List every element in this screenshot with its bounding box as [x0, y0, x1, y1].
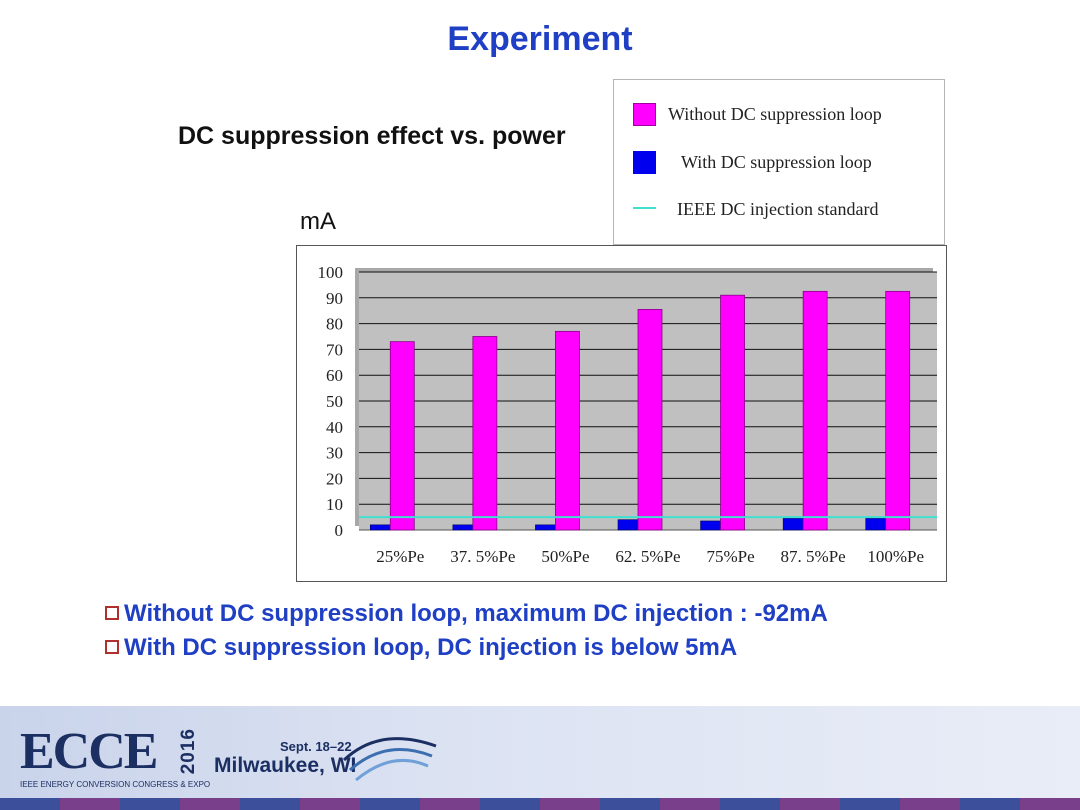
x-tick-label: 87. 5%Pe: [781, 547, 846, 566]
x-tick-label: 75%Pe: [706, 547, 754, 566]
bullet-list: Without DC suppression loop, maximum DC …: [105, 600, 828, 668]
bar-without-suppression: [472, 336, 498, 531]
x-tick-label: 37. 5%Pe: [450, 547, 515, 566]
legend-line-standard: [633, 207, 656, 209]
slide-title: Experiment: [447, 20, 633, 58]
y-tick-label: 70: [326, 340, 343, 359]
event-city: Milwaukee, WI: [214, 754, 357, 777]
bullet-item: Without DC suppression loop, maximum DC …: [105, 600, 828, 634]
logo-year: 2016: [178, 728, 199, 775]
bullet-item: With DC suppression loop, DC injection i…: [105, 634, 828, 668]
wave-logo-icon: [342, 737, 437, 782]
bullet-marker-icon: [105, 606, 119, 620]
y-tick-label: 20: [326, 469, 343, 488]
y-tick-label: 40: [326, 418, 343, 437]
y-tick-label: 90: [326, 289, 343, 308]
y-tick-label: 10: [326, 495, 343, 514]
bar-chart: 0 10 20 30 40 50 60 70 80 90 100 25%Pe 37. 5%Pe 50%Pe…: [318, 263, 937, 566]
legend-label-standard: IEEE DC injection standard: [677, 199, 879, 219]
legend-swatch-without: [633, 103, 656, 126]
footer-banner: ECCE 2016 IEEE ENERGY CONVERSION CONGRES…: [0, 706, 1080, 810]
bar-without-suppression: [389, 341, 415, 531]
event-dates: Sept. 18–22: [280, 739, 352, 754]
legend-item-standard: IEEE DC injection standard: [614, 193, 944, 223]
x-tick-label: 100%Pe: [867, 547, 924, 566]
y-tick-label: 60: [326, 366, 343, 385]
footer-stripe: [0, 798, 1080, 810]
x-tick-label: 25%Pe: [376, 547, 424, 566]
logo-tagline: IEEE ENERGY CONVERSION CONGRESS & EXPO: [20, 780, 211, 789]
y-tick-label: 100: [318, 263, 344, 282]
bar-without-suppression: [720, 294, 745, 531]
bullet-marker-icon: [105, 640, 119, 654]
legend-label-without: Without DC suppression loop: [668, 104, 882, 124]
chart-legend: Without DC suppression loop With DC supp…: [613, 79, 945, 245]
y-tick-label: 80: [326, 315, 343, 334]
y-axis-unit-label: mA: [300, 208, 336, 235]
x-tick-label: 50%Pe: [541, 547, 589, 566]
bar-without-suppression: [885, 290, 911, 531]
legend-swatch-with: [633, 151, 656, 174]
chart-frame: 0 10 20 30 40 50 60 70 80 90 100 25%Pe 37. 5%Pe 50%Pe…: [296, 245, 947, 582]
bar-without-suppression: [802, 290, 828, 531]
y-tick-label: 50: [326, 392, 343, 411]
x-tick-label: 62. 5%Pe: [615, 547, 680, 566]
chart-subtitle: DC suppression effect vs. power: [178, 122, 566, 150]
legend-label-with: With DC suppression loop: [681, 152, 872, 172]
bullet-text: Without DC suppression loop, maximum DC …: [124, 600, 828, 627]
ecce-logo-text: ECCE: [20, 723, 158, 780]
y-tick-label: 30: [326, 444, 343, 463]
bar-without-suppression: [637, 309, 663, 531]
y-tick-label: 0: [335, 521, 344, 540]
bar-without-suppression: [555, 330, 580, 531]
legend-item-with: With DC suppression loop: [614, 146, 944, 176]
bullet-text: With DC suppression loop, DC injection i…: [124, 634, 738, 661]
legend-item-without: Without DC suppression loop: [614, 98, 944, 128]
